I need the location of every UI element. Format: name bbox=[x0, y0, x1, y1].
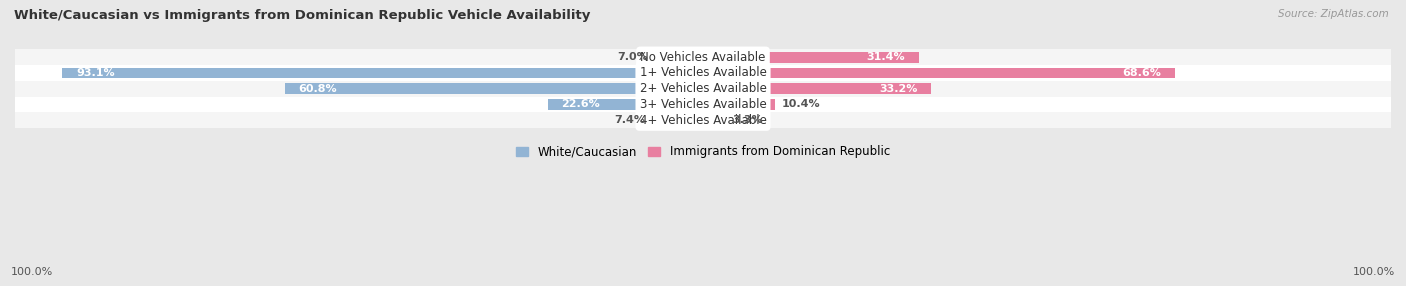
Text: 3.3%: 3.3% bbox=[733, 115, 763, 125]
Bar bbox=[703, 115, 725, 126]
Text: White/Caucasian vs Immigrants from Dominican Republic Vehicle Availability: White/Caucasian vs Immigrants from Domin… bbox=[14, 9, 591, 21]
Text: 2+ Vehicles Available: 2+ Vehicles Available bbox=[640, 82, 766, 95]
Text: 4+ Vehicles Available: 4+ Vehicles Available bbox=[640, 114, 766, 127]
Text: 60.8%: 60.8% bbox=[298, 84, 337, 94]
Text: 1+ Vehicles Available: 1+ Vehicles Available bbox=[640, 66, 766, 80]
Bar bbox=[703, 83, 931, 94]
Bar bbox=[703, 52, 920, 63]
Text: 100.0%: 100.0% bbox=[11, 267, 53, 277]
Bar bbox=[15, 112, 1391, 128]
Text: 31.4%: 31.4% bbox=[866, 52, 905, 62]
Legend: White/Caucasian, Immigrants from Dominican Republic: White/Caucasian, Immigrants from Dominic… bbox=[512, 141, 894, 163]
Bar bbox=[62, 67, 703, 78]
Text: Source: ZipAtlas.com: Source: ZipAtlas.com bbox=[1278, 9, 1389, 19]
Text: 22.6%: 22.6% bbox=[561, 100, 600, 110]
Text: 7.4%: 7.4% bbox=[614, 115, 645, 125]
Text: 100.0%: 100.0% bbox=[1353, 267, 1395, 277]
Text: No Vehicles Available: No Vehicles Available bbox=[640, 51, 766, 64]
Bar bbox=[652, 115, 703, 126]
Bar bbox=[15, 97, 1391, 112]
Bar bbox=[15, 81, 1391, 97]
Text: 33.2%: 33.2% bbox=[879, 84, 918, 94]
Text: 7.0%: 7.0% bbox=[617, 52, 648, 62]
Text: 68.6%: 68.6% bbox=[1122, 68, 1161, 78]
Bar bbox=[547, 99, 703, 110]
Text: 10.4%: 10.4% bbox=[782, 100, 820, 110]
Bar bbox=[15, 49, 1391, 65]
Bar bbox=[703, 67, 1175, 78]
Text: 93.1%: 93.1% bbox=[76, 68, 115, 78]
Bar bbox=[655, 52, 703, 63]
Bar bbox=[284, 83, 703, 94]
Bar bbox=[15, 65, 1391, 81]
Text: 3+ Vehicles Available: 3+ Vehicles Available bbox=[640, 98, 766, 111]
Bar bbox=[703, 99, 775, 110]
